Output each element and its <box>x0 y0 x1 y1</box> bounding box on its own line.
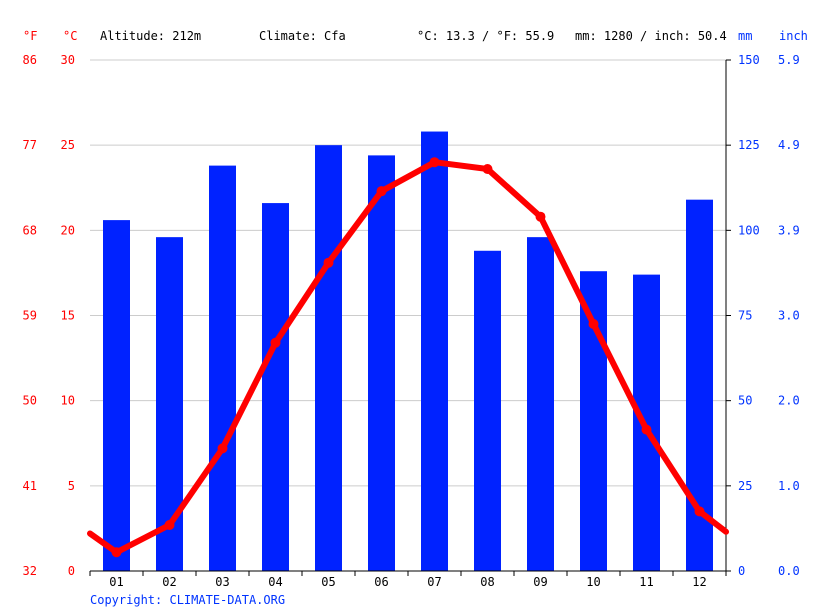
month-tick-label: 01 <box>109 575 123 589</box>
precipitation-bar <box>580 271 607 571</box>
celsius-tick-label: 10 <box>61 394 75 408</box>
mm-tick-label: 25 <box>738 479 752 493</box>
grid-lines <box>90 59 726 487</box>
fahrenheit-tick-label: 68 <box>23 223 37 237</box>
precipitation-bar <box>103 220 130 571</box>
precipitation-bar <box>474 250 501 572</box>
mm-unit-label: mm <box>738 29 752 43</box>
month-tick-label: 10 <box>586 575 600 589</box>
month-tick-label: 06 <box>374 575 388 589</box>
axes <box>89 59 731 576</box>
inch-tick-label: 0.0 <box>778 564 800 578</box>
temperature-point <box>164 520 175 531</box>
mm-tick-label: 125 <box>738 138 760 152</box>
precipitation-bar <box>633 274 660 571</box>
month-tick-label: 03 <box>215 575 229 589</box>
fahrenheit-tick-label: 50 <box>23 394 37 408</box>
mm-tick-label: 150 <box>738 53 760 67</box>
inch-tick-label: 3.0 <box>778 309 800 323</box>
month-tick-label: 05 <box>321 575 335 589</box>
copyright-label: Copyright: CLIMATE-DATA.ORG <box>90 593 285 607</box>
celsius-tick-label: 30 <box>61 53 75 67</box>
precipitation-average-label: mm: 1280 / inch: 50.4 <box>575 29 727 43</box>
month-tick-label: 11 <box>639 575 653 589</box>
temperature-point <box>429 157 440 168</box>
precipitation-bar <box>262 203 289 571</box>
fahrenheit-tick-label: 59 <box>23 309 37 323</box>
climate-label: Climate: Cfa <box>259 29 346 43</box>
precipitation-bar <box>421 131 448 572</box>
celsius-tick-label: 25 <box>61 138 75 152</box>
mm-tick-label: 100 <box>738 223 760 237</box>
altitude-label: Altitude: 212m <box>100 29 201 43</box>
month-tick-label: 08 <box>480 575 494 589</box>
tick-labels: 32 0 0 0.041 5 25 1.050 10 50 2.059 15 75 3.068 20 100… <box>23 53 800 589</box>
temperature-series-line <box>87 159 729 556</box>
mm-tick-label: 50 <box>738 394 752 408</box>
celsius-unit-label: °C <box>63 29 77 43</box>
celsius-tick-label: 20 <box>61 223 75 237</box>
inch-tick-label: 2.0 <box>778 394 800 408</box>
temperature-line <box>87 157 729 558</box>
temperature-point <box>376 186 387 197</box>
temperature-point <box>694 506 705 517</box>
month-tick-label: 07 <box>427 575 441 589</box>
month-tick-label: 02 <box>162 575 176 589</box>
inch-tick-label: 3.9 <box>778 223 800 237</box>
temperature-point <box>482 164 493 175</box>
inch-tick-label: 5.9 <box>778 53 800 67</box>
inch-tick-label: 1.0 <box>778 479 800 493</box>
temperature-point <box>111 547 122 558</box>
celsius-tick-label: 5 <box>68 479 75 493</box>
month-tick-label: 09 <box>533 575 547 589</box>
temperature-point <box>217 443 228 454</box>
precipitation-bar <box>527 237 554 571</box>
precipitation-bars <box>103 131 713 572</box>
temperature-point <box>588 319 599 330</box>
inch-tick-label: 4.9 <box>778 138 800 152</box>
temperature-point <box>641 424 652 435</box>
month-tick-label: 12 <box>692 575 706 589</box>
fahrenheit-unit-label: °F <box>23 29 37 43</box>
precipitation-bar <box>209 165 236 571</box>
fahrenheit-tick-label: 86 <box>23 53 37 67</box>
temperature-point <box>270 337 281 348</box>
inch-unit-label: inch <box>779 29 808 43</box>
precipitation-bar <box>315 145 342 571</box>
celsius-tick-label: 15 <box>61 309 75 323</box>
mm-tick-label: 75 <box>738 309 752 323</box>
precipitation-bar <box>368 155 395 572</box>
mm-tick-label: 0 <box>738 564 745 578</box>
temperature-average-label: °C: 13.3 / °F: 55.9 <box>417 29 554 43</box>
fahrenheit-tick-label: 32 <box>23 564 37 578</box>
temperature-point <box>323 257 334 268</box>
temperature-point <box>535 211 546 222</box>
month-tick-label: 04 <box>268 575 282 589</box>
fahrenheit-tick-label: 41 <box>23 479 37 493</box>
fahrenheit-tick-label: 77 <box>23 138 37 152</box>
celsius-tick-label: 0 <box>68 564 75 578</box>
